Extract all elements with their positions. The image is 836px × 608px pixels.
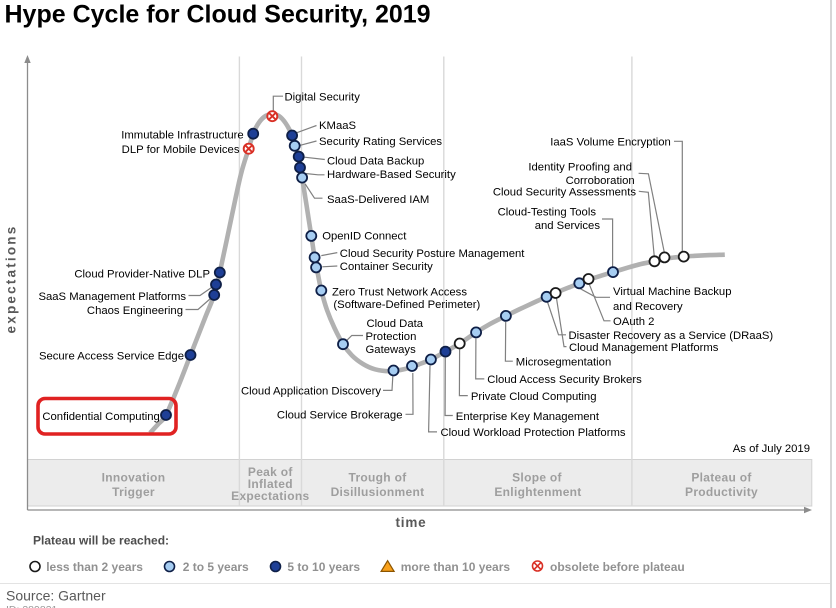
svg-text:Hardware-Based Security: Hardware-Based Security [327, 169, 456, 181]
svg-text:time: time [396, 515, 427, 530]
svg-text:Enterprise Key Management: Enterprise Key Management [456, 411, 600, 423]
svg-text:Identity Proofing and: Identity Proofing and [528, 161, 632, 173]
svg-text:2 to 5 years: 2 to 5 years [183, 560, 249, 574]
svg-text:Cloud-Testing Tools: Cloud-Testing Tools [498, 206, 597, 218]
svg-text:Confidential Computing: Confidential Computing [42, 411, 159, 423]
svg-text:Cloud Security Posture Managem: Cloud Security Posture Management [340, 248, 525, 260]
svg-text:IaaS Volume Encryption: IaaS Volume Encryption [550, 137, 671, 149]
svg-text:Cloud Security Assessments: Cloud Security Assessments [493, 186, 637, 198]
svg-text:Cloud Provider-Native DLP: Cloud Provider-Native DLP [74, 268, 210, 280]
svg-text:and Recovery: and Recovery [613, 301, 683, 313]
svg-text:Virtual Machine Backup: Virtual Machine Backup [613, 286, 731, 298]
svg-text:SaaS Management Platforms: SaaS Management Platforms [38, 291, 186, 303]
svg-text:Productivity: Productivity [685, 485, 758, 499]
svg-text:Peak of: Peak of [248, 465, 293, 479]
svg-text:KMaaS: KMaaS [319, 120, 357, 132]
svg-text:less than 2 years: less than 2 years [46, 560, 143, 574]
svg-text:Hype Cycle for Cloud Security,: Hype Cycle for Cloud Security, 2019 [5, 1, 431, 29]
svg-text:and Services: and Services [535, 220, 601, 232]
svg-text:Cloud Management Platforms: Cloud Management Platforms [569, 342, 719, 354]
svg-text:obsolete before plateau: obsolete before plateau [550, 560, 685, 574]
svg-text:ID: 389831: ID: 389831 [6, 604, 58, 608]
svg-text:5 to 10 years: 5 to 10 years [287, 560, 360, 574]
svg-text:OpenID Connect: OpenID Connect [322, 230, 407, 242]
svg-text:Chaos Engineering: Chaos Engineering [87, 305, 183, 317]
svg-text:Trigger: Trigger [112, 485, 155, 499]
svg-text:Enlightenment: Enlightenment [494, 485, 581, 499]
svg-text:OAuth 2: OAuth 2 [613, 316, 654, 328]
svg-text:Plateau of: Plateau of [691, 471, 752, 485]
svg-text:more than 10 years: more than 10 years [401, 560, 511, 574]
svg-text:Plateau will be reached:: Plateau will be reached: [33, 534, 169, 548]
svg-text:Security Rating Services: Security Rating Services [319, 136, 442, 148]
svg-text:Slope of: Slope of [512, 471, 562, 485]
svg-text:Cloud Access Security Brokers: Cloud Access Security Brokers [487, 374, 642, 386]
svg-text:Corroboration: Corroboration [566, 175, 635, 187]
svg-text:Private Cloud Computing: Private Cloud Computing [471, 391, 597, 403]
svg-text:Container Security: Container Security [340, 261, 433, 273]
svg-text:Trough of: Trough of [348, 471, 407, 485]
svg-text:Source: Gartner: Source: Gartner [6, 588, 106, 604]
svg-text:DLP for Mobile Devices: DLP for Mobile Devices [122, 144, 240, 156]
svg-text:Cloud Service Brokerage: Cloud Service Brokerage [277, 409, 403, 421]
svg-text:Inflated: Inflated [248, 477, 293, 491]
svg-text:As of July 2019: As of July 2019 [733, 443, 810, 455]
svg-text:Immutable Infrastructure: Immutable Infrastructure [121, 129, 243, 141]
svg-text:Cloud Workload Protection Plat: Cloud Workload Protection Platforms [441, 427, 626, 439]
svg-text:Disillusionment: Disillusionment [331, 485, 425, 499]
svg-text:Cloud Application Discovery: Cloud Application Discovery [241, 385, 381, 397]
svg-text:Cloud Data Backup: Cloud Data Backup [327, 155, 424, 167]
svg-text:expectations: expectations [4, 225, 19, 334]
svg-text:Secure Access Service Edge: Secure Access Service Edge [39, 351, 184, 363]
svg-text:Innovation: Innovation [102, 471, 166, 485]
svg-text:Digital Security: Digital Security [285, 92, 361, 104]
svg-text:Cloud Data: Cloud Data [367, 318, 424, 330]
svg-text:Gateways: Gateways [366, 344, 417, 356]
svg-text:(Software-Defined Perimeter): (Software-Defined Perimeter) [333, 299, 480, 311]
svg-text:Disaster Recovery as a Service: Disaster Recovery as a Service (DRaaS) [569, 330, 774, 342]
svg-text:Zero Trust Network Access: Zero Trust Network Access [332, 286, 467, 298]
svg-text:SaaS-Delivered IAM: SaaS-Delivered IAM [327, 194, 429, 206]
svg-text:Microsegmentation: Microsegmentation [516, 357, 611, 369]
svg-text:Protection: Protection [366, 331, 417, 343]
svg-text:Expectations: Expectations [231, 489, 309, 503]
